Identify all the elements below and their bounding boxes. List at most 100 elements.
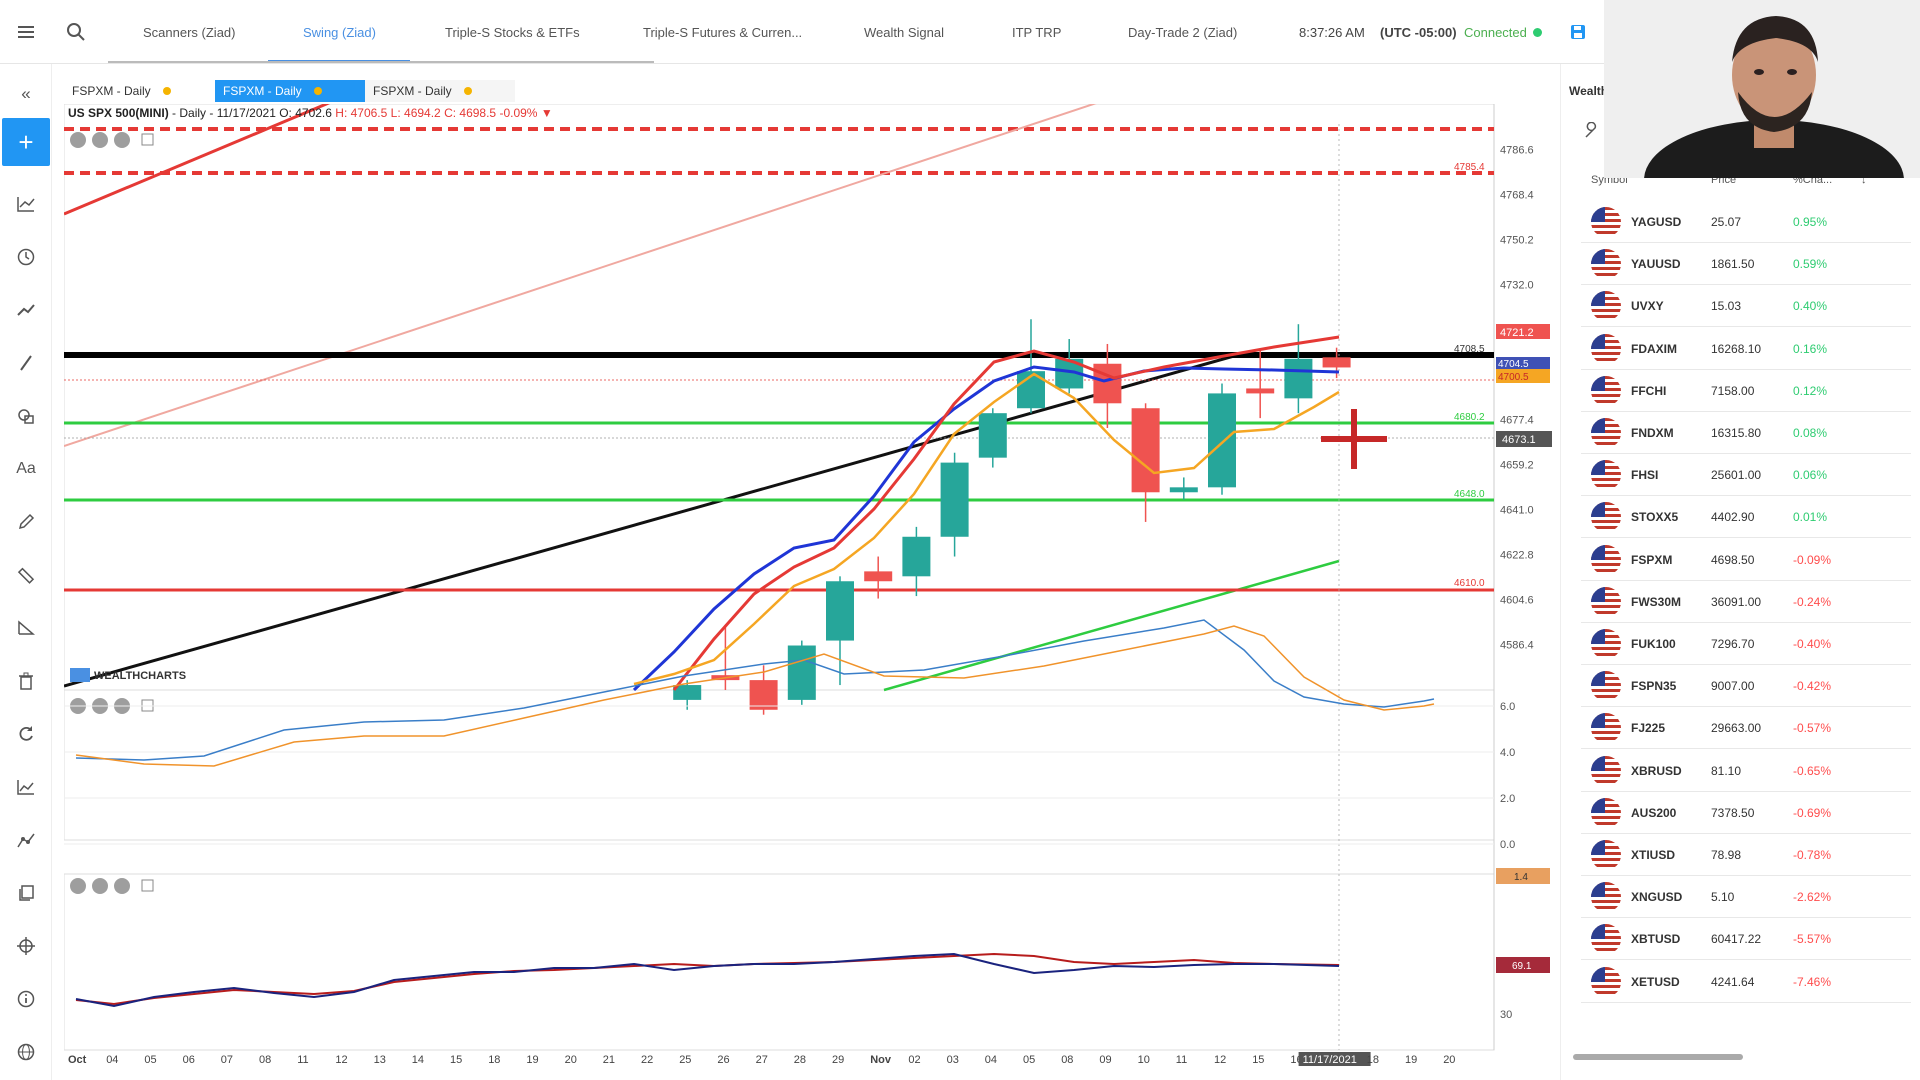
- watchlist-row[interactable]: FFCHI 7158.00 0.12%: [1581, 370, 1911, 412]
- tab-triple-s-futures[interactable]: Triple-S Futures & Curren...: [643, 24, 803, 40]
- x-axis-tick: 11: [297, 1054, 308, 1066]
- pencil-icon[interactable]: [0, 502, 52, 542]
- watchlist-symbol: XBRUSD: [1631, 763, 1682, 778]
- oscillator-axis-tick: 6.0: [1500, 701, 1515, 713]
- tab-scroll-indicator: [108, 61, 654, 63]
- copy-icon[interactable]: [0, 873, 52, 913]
- shapes-icon[interactable]: [0, 396, 52, 436]
- x-axis-tick: 25: [679, 1054, 691, 1066]
- us-flag-icon: [1591, 586, 1621, 617]
- candle-body: [787, 645, 816, 700]
- price-chart[interactable]: 4786.64768.44750.24732.04713.84695.64677…: [64, 104, 1564, 1070]
- watchlist-row[interactable]: FWS30M 36091.00 -0.24%: [1581, 581, 1911, 623]
- watchlist-row[interactable]: STOXX5 4402.90 0.01%: [1581, 496, 1911, 539]
- line-tool-icon[interactable]: [0, 343, 52, 383]
- crosshair-price-box: [1496, 431, 1552, 447]
- watchlist-change: -0.78%: [1793, 848, 1832, 862]
- watchlist-row[interactable]: FJ225 29663.00 -0.57%: [1581, 707, 1911, 750]
- watchlist-row[interactable]: YAGUSD 25.07 0.95%: [1581, 201, 1911, 243]
- measure-icon[interactable]: [0, 608, 52, 648]
- tab-day-trade-2[interactable]: Day-Trade 2 (Ziad): [1128, 24, 1238, 40]
- watchlist-row[interactable]: UVXY 15.03 0.40%: [1581, 285, 1911, 328]
- tab-scanners[interactable]: Scanners (Ziad): [143, 24, 236, 40]
- us-flag-icon: [1591, 333, 1621, 364]
- collapse-icon[interactable]: «: [21, 84, 31, 103]
- watchlist-price: 5.10: [1711, 890, 1735, 905]
- watchlist-row[interactable]: XETUSD 4241.64 -7.46%: [1581, 961, 1911, 1003]
- chart-tab-3[interactable]: FSPXM - Daily: [365, 80, 515, 102]
- tab-triple-s-stocks[interactable]: Triple-S Stocks & ETFs: [445, 24, 580, 40]
- oscillator-pane-frame: [64, 689, 1495, 841]
- price-axis-tick: 4677.4: [1500, 415, 1534, 427]
- watchlist-row[interactable]: FUK100 7296.70 -0.40%: [1581, 623, 1911, 665]
- candle-body: [673, 685, 702, 700]
- watchlist-row[interactable]: XNGUSD 5.10 -2.62%: [1581, 876, 1911, 919]
- x-axis-tick: 04: [106, 1054, 118, 1066]
- watchlist-row[interactable]: XBRUSD 81.10 -0.65%: [1581, 750, 1911, 792]
- indicator-icon[interactable]: [0, 767, 52, 807]
- x-axis-tick: 13: [374, 1054, 386, 1066]
- chart-tab-2[interactable]: FSPXM - Daily: [215, 80, 365, 102]
- save-icon[interactable]: [1564, 18, 1592, 46]
- tab-swing[interactable]: Swing (Ziad): [303, 24, 376, 40]
- watchlist-symbol: FUK100: [1631, 637, 1676, 651]
- us-flag-icon: [1591, 840, 1621, 870]
- add-button[interactable]: +: [2, 118, 50, 166]
- strategy-icon[interactable]: [0, 820, 52, 860]
- x-axis-tick: 18: [488, 1054, 500, 1066]
- watchlist-price: 29663.00: [1711, 721, 1762, 736]
- chart-type-icon[interactable]: [0, 184, 52, 224]
- chart-tab-1[interactable]: FSPXM - Daily: [64, 80, 210, 102]
- watchlist-price: 60417.22: [1711, 932, 1762, 947]
- text-tool-icon[interactable]: Aa: [16, 460, 36, 477]
- rsi-value-box: [1496, 957, 1550, 973]
- trash-icon[interactable]: [0, 661, 52, 701]
- watchlist-row[interactable]: XBTUSD 60417.22 -5.57%: [1581, 918, 1911, 961]
- rsi-pane-frame: [64, 873, 1495, 1051]
- candle-body: [1246, 388, 1275, 394]
- info-icon[interactable]: [0, 979, 52, 1019]
- globe-icon[interactable]: [0, 1032, 52, 1072]
- x-axis-tick: 07: [221, 1054, 233, 1066]
- watchlist-row[interactable]: XTIUSD 78.98 -0.78%: [1581, 834, 1911, 876]
- us-flag-icon: [1591, 249, 1621, 280]
- level-label-black: 4708.5: [1454, 344, 1485, 355]
- horizontal-scrollbar[interactable]: [1573, 1054, 1743, 1060]
- watchlist-row[interactable]: FDAXIM 16268.10 0.16%: [1581, 328, 1911, 370]
- tab-itp-trp[interactable]: ITP TRP: [1012, 24, 1062, 40]
- timezone: (UTC -05:00): [1380, 24, 1457, 40]
- connection-dot-icon: [1532, 27, 1542, 37]
- watchlist-price: 25601.00: [1711, 468, 1762, 483]
- candle-body: [902, 536, 931, 577]
- watchlist-change: 0.06%: [1793, 468, 1828, 483]
- oscillator-axis-tick: 0.0: [1500, 839, 1515, 851]
- ruler-icon[interactable]: [0, 555, 52, 595]
- watchlist-row[interactable]: AUS200 7378.50 -0.69%: [1581, 792, 1911, 834]
- tab-wealth-signal[interactable]: Wealth Signal: [864, 24, 944, 40]
- us-flag-icon: [1591, 502, 1621, 533]
- blue-line-label: 4704.5: [1498, 359, 1529, 370]
- watchlist-symbol: AUS200: [1631, 805, 1677, 820]
- watchlist-row[interactable]: YAUUSD 1861.50 0.59%: [1581, 243, 1911, 286]
- trend-icon[interactable]: [0, 290, 52, 330]
- blue-line-label-box: [1496, 357, 1550, 369]
- crosshair-icon[interactable]: [0, 926, 52, 966]
- candle-body: [1208, 393, 1236, 488]
- search-icon[interactable]: [62, 18, 90, 46]
- x-axis-tick: 02: [908, 1054, 920, 1066]
- watchlist-price: 4241.64: [1711, 974, 1755, 989]
- wrench-icon[interactable]: [1583, 121, 1601, 145]
- watchlist-row[interactable]: FNDXM 16315.80 0.08%: [1581, 412, 1911, 454]
- watchlist-symbol: YAUUSD: [1631, 257, 1681, 272]
- watchlist-change: 0.08%: [1793, 426, 1828, 440]
- clock-icon[interactable]: [0, 237, 52, 277]
- menu-icon[interactable]: [12, 18, 40, 46]
- chart-area[interactable]: 4786.64768.44750.24732.04713.84695.64677…: [64, 104, 1564, 1070]
- watchlist-row[interactable]: FHSI 25601.00 0.06%: [1581, 454, 1911, 497]
- watchlist-row[interactable]: FSPN35 9007.00 -0.42%: [1581, 665, 1911, 708]
- x-axis-tick: 05: [144, 1054, 156, 1066]
- refresh-icon[interactable]: [0, 714, 52, 754]
- watchlist-row[interactable]: FSPXM 4698.50 -0.09%: [1581, 539, 1911, 581]
- sort-icon[interactable]: ↓: [1861, 174, 1867, 186]
- wealthcharts-logo-icon: [70, 668, 90, 682]
